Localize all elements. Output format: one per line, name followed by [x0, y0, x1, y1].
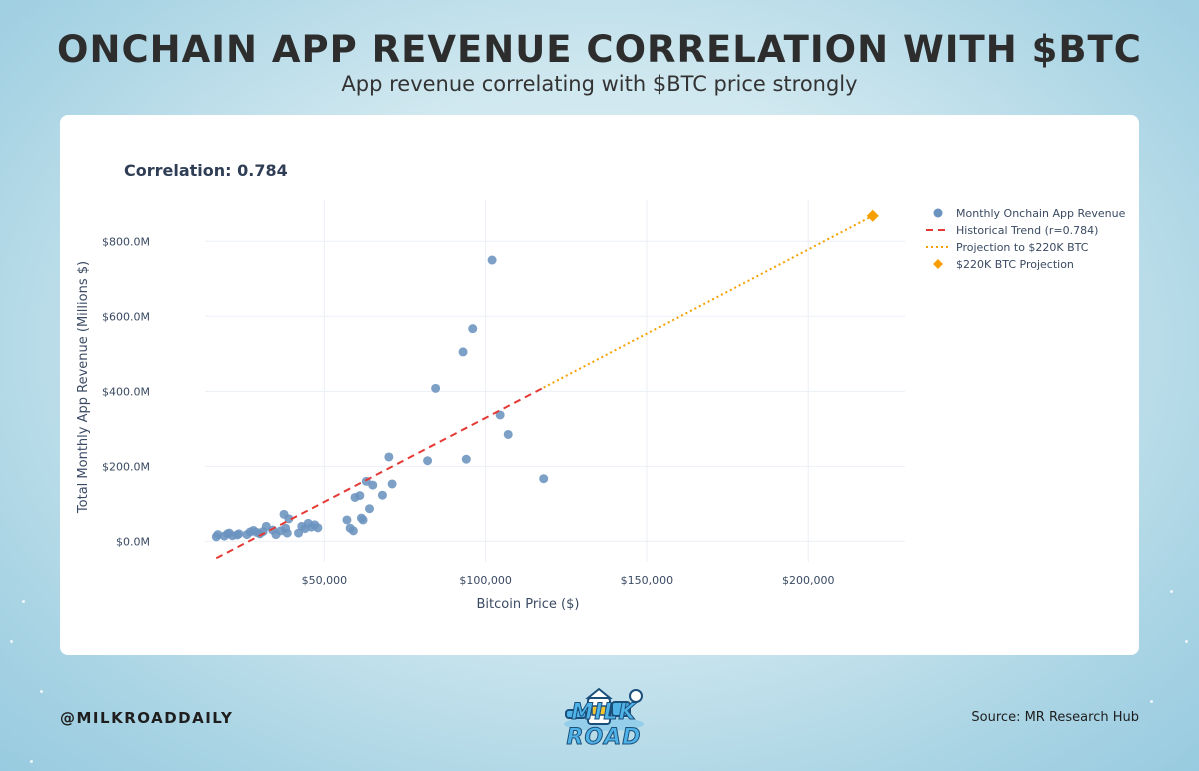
page-subtitle: App revenue correlating with $BTC price …: [341, 72, 858, 96]
data-point: [495, 410, 505, 420]
data-point: [355, 491, 365, 501]
data-point: [284, 514, 294, 524]
x-tick-label: $150,000: [621, 574, 674, 587]
y-tick-label: $200.0M: [102, 460, 150, 473]
x-tick-label: $50,000: [302, 574, 348, 587]
data-point: [487, 255, 497, 265]
legend-swatch-icon: [933, 259, 943, 269]
legend-item: Projection to $220K BTC: [926, 241, 1089, 254]
y-tick-label: $600.0M: [102, 310, 150, 323]
x-axis-label: Bitcoin Price ($): [477, 597, 580, 612]
legend-label: $220K BTC Projection: [956, 258, 1074, 271]
y-tick-label: $0.0M: [116, 535, 150, 548]
y-axis-label: Total Monthly App Revenue (Millions $): [76, 261, 91, 514]
scatter-chart: $50,000 $100,000 $150,000 $200,000 $0.0M $200…: [76, 161, 1126, 612]
data-point: [431, 383, 441, 393]
twitter-handle[interactable]: @MILKROADDAILY: [60, 709, 234, 727]
data-point: [503, 429, 513, 439]
data-point: [461, 454, 471, 464]
projection-line: [543, 214, 874, 389]
legend-item: $220K BTC Projection: [933, 258, 1074, 271]
data-point: [313, 523, 323, 533]
chart-card: $50,000 $100,000 $150,000 $200,000 $0.0M $200…: [60, 115, 1139, 655]
grid-layer: [205, 200, 905, 562]
milk-road-logo: MILK ROAD: [552, 684, 656, 756]
data-point: [423, 456, 433, 466]
x-tick-label: $200,000: [782, 574, 835, 587]
data-point: [539, 474, 549, 484]
data-point: [368, 480, 378, 490]
data-point: [282, 528, 292, 538]
legend-item: Monthly Onchain App Revenue: [933, 207, 1126, 220]
data-point: [294, 528, 304, 538]
projection-marker: [866, 209, 879, 222]
legend-label: Projection to $220K BTC: [956, 241, 1089, 254]
data-point: [377, 490, 387, 500]
trend-line: [215, 386, 545, 560]
data-point: [234, 529, 244, 539]
data-point: [458, 347, 468, 357]
data-point: [365, 504, 375, 514]
legend-label: Historical Trend (r=0.784): [956, 224, 1098, 237]
legend: Monthly Onchain App Revenue Historical Tr…: [926, 207, 1126, 271]
series-layer: [211, 209, 879, 560]
data-point: [348, 526, 358, 536]
source-note: Source: MR Research Hub: [971, 710, 1139, 725]
page-title: ONCHAIN APP REVENUE CORRELATION WITH $BT…: [57, 28, 1142, 71]
milk-carton-mascot-icon: [564, 687, 644, 731]
data-point: [342, 515, 352, 525]
data-point: [358, 515, 368, 525]
correlation-annotation: Correlation: 0.784: [124, 161, 288, 180]
y-tick-label: $400.0M: [102, 385, 150, 398]
legend-swatch-icon: [933, 208, 943, 218]
data-point: [387, 479, 397, 489]
x-tick-label: $100,000: [459, 574, 512, 587]
legend-item: Historical Trend (r=0.784): [926, 224, 1098, 237]
data-point: [384, 452, 394, 462]
y-tick-label: $800.0M: [102, 235, 150, 248]
logo-text: MILK ROAD: [566, 700, 642, 751]
tick-layer: $50,000 $100,000 $150,000 $200,000 $0.0M $200…: [102, 235, 834, 587]
data-point: [468, 324, 478, 334]
legend-label: Monthly Onchain App Revenue: [956, 207, 1126, 220]
